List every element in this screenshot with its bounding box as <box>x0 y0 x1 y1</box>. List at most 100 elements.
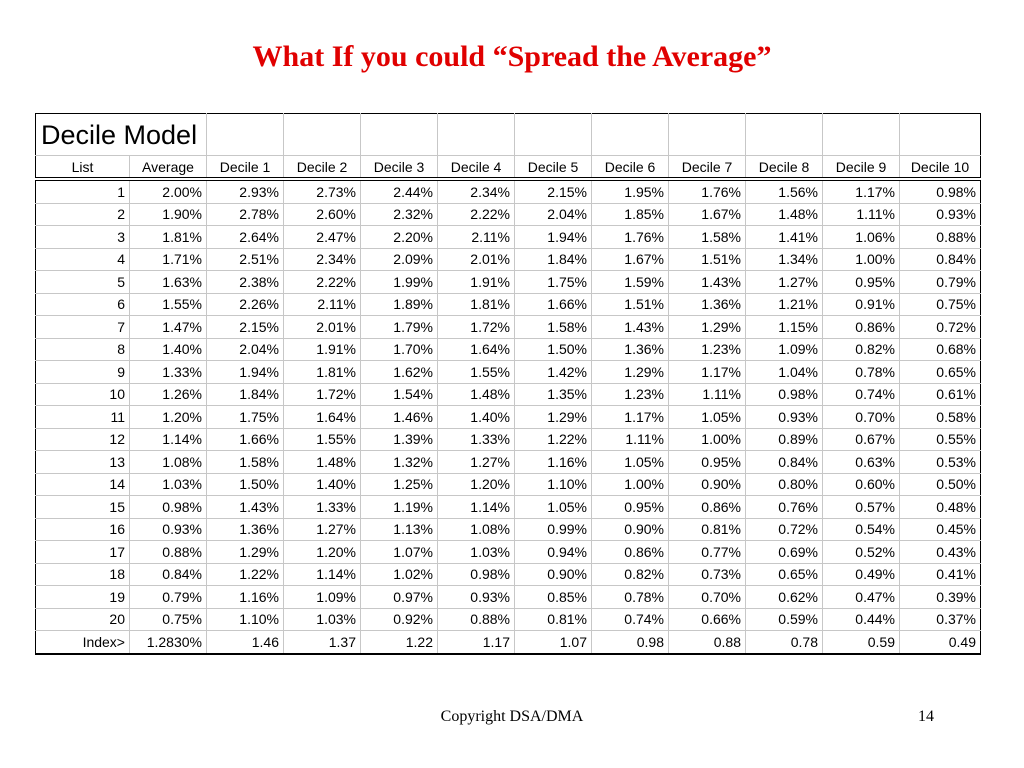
table-row: 20 0.75% 1.10% 1.03% 0.92% 0.88% 0.81% 0.74% 0.6… <box>35 607 981 631</box>
table-cell: 1.62% <box>360 360 438 384</box>
table-cell: 1.22% <box>514 427 592 451</box>
table-cell: 2.78% <box>206 202 284 226</box>
table-cell: 2.15% <box>206 315 284 339</box>
empty-cell <box>899 113 981 156</box>
table-cell: 1.51% <box>591 292 669 316</box>
table-row: 2 1.90% 2.78% 2.60% 2.32% 2.22% 2.04% 1.85% 1.67… <box>35 202 981 226</box>
column-header: Decile 2 <box>283 155 361 181</box>
table-row: 6 1.55% 2.26% 2.11% 1.89% 1.81% 1.66% 1.51% 1.36… <box>35 292 981 316</box>
table-row: 15 0.98% 1.43% 1.33% 1.19% 1.14% 1.05% 0.95% 0.8… <box>35 495 981 519</box>
table-cell: 1.22% <box>206 562 284 586</box>
empty-cell <box>437 113 515 156</box>
table-cell: 0.65% <box>899 360 981 384</box>
table-cell: 1.19% <box>360 495 438 519</box>
table-cell: 1.16% <box>514 450 592 474</box>
table-cell: 1.36% <box>668 292 746 316</box>
column-header: Decile 5 <box>514 155 592 181</box>
row-list-number: 4 <box>35 247 130 271</box>
table-cell: 0.41% <box>899 562 981 586</box>
table-cell: 0.72% <box>745 517 823 541</box>
table-cell: 0.75% <box>899 292 981 316</box>
table-cell: 0.97% <box>360 585 438 609</box>
table-cell: 0.91% <box>822 292 900 316</box>
table-cell: 2.22% <box>437 202 515 226</box>
table-cell: 1.95% <box>591 178 669 204</box>
table-cell: 0.76% <box>745 495 823 519</box>
table-cell: 1.23% <box>591 382 669 406</box>
table-cell: 1.43% <box>668 270 746 294</box>
table-cell: 0.65% <box>745 562 823 586</box>
table-cell: 0.88% <box>129 540 207 564</box>
table-row: 11 1.20% 1.75% 1.64% 1.46% 1.40% 1.29% 1.17% 1.0… <box>35 405 981 429</box>
table-cell: 2.32% <box>360 202 438 226</box>
table-cell: 2.22% <box>283 270 361 294</box>
table-cell: 1.20% <box>129 405 207 429</box>
table-cell: 0.93% <box>129 517 207 541</box>
table-cell: 2.26% <box>206 292 284 316</box>
table-cell: 1.03% <box>283 607 361 631</box>
table-cell: 1.20% <box>283 540 361 564</box>
table-cell: 0.93% <box>745 405 823 429</box>
index-cell: 1.37 <box>283 630 361 655</box>
index-cell: 1.2830% <box>129 630 207 655</box>
empty-cell <box>668 113 746 156</box>
table-cell: 1.35% <box>514 382 592 406</box>
table-cell: 1.75% <box>206 405 284 429</box>
table-cell: 0.69% <box>745 540 823 564</box>
table-cell: 0.57% <box>822 495 900 519</box>
table-cell: 0.90% <box>591 517 669 541</box>
table-cell: 0.84% <box>129 562 207 586</box>
table-cell: 1.66% <box>514 292 592 316</box>
row-list-number: 2 <box>35 202 130 226</box>
table-cell: 0.94% <box>514 540 592 564</box>
table-cell: 0.45% <box>899 517 981 541</box>
table-cell: 1.00% <box>591 472 669 496</box>
empty-cell <box>206 113 284 156</box>
table-cell: 1.04% <box>745 360 823 384</box>
table-cell: 0.60% <box>822 472 900 496</box>
table-cell: 2.04% <box>206 337 284 361</box>
table-cell: 0.49% <box>822 562 900 586</box>
row-list-number: 6 <box>35 292 130 316</box>
table-cell: 1.91% <box>283 337 361 361</box>
row-list-number: 14 <box>35 472 130 496</box>
table-cell: 0.80% <box>745 472 823 496</box>
index-cell: 0.78 <box>745 630 823 655</box>
table-cell: 1.54% <box>360 382 438 406</box>
table-cell: 1.10% <box>514 472 592 496</box>
table-cell: 1.94% <box>206 360 284 384</box>
table-cell: 1.33% <box>437 427 515 451</box>
table-cell: 2.38% <box>206 270 284 294</box>
row-list-number: 19 <box>35 585 130 609</box>
table-cell: 1.46% <box>360 405 438 429</box>
table-cell: 2.51% <box>206 247 284 271</box>
table-cell: 1.40% <box>129 337 207 361</box>
table-cell: 1.84% <box>206 382 284 406</box>
column-header: List <box>35 155 130 181</box>
table-cell: 0.54% <box>822 517 900 541</box>
table-cell: 1.51% <box>668 247 746 271</box>
table-cell: 0.39% <box>899 585 981 609</box>
empty-cell <box>822 113 900 156</box>
table-row: 10 1.26% 1.84% 1.72% 1.54% 1.48% 1.35% 1.23% 1.1… <box>35 382 981 406</box>
table-cell: 2.73% <box>283 178 361 204</box>
row-list-number: 20 <box>35 607 130 631</box>
table-cell: 0.93% <box>437 585 515 609</box>
column-header: Decile 10 <box>899 155 981 181</box>
table-cell: 0.77% <box>668 540 746 564</box>
table-cell: 1.16% <box>206 585 284 609</box>
table-cell: 1.00% <box>822 247 900 271</box>
table-cell: 0.48% <box>899 495 981 519</box>
row-list-number: 12 <box>35 427 130 451</box>
table-cell: 0.63% <box>822 450 900 474</box>
table-cell: 1.58% <box>668 225 746 249</box>
column-header: Decile 9 <box>822 155 900 181</box>
table-cell: 0.95% <box>668 450 746 474</box>
table-cell: 0.43% <box>899 540 981 564</box>
table-cell: 1.56% <box>745 178 823 204</box>
row-list-number: 16 <box>35 517 130 541</box>
table-cell: 1.90% <box>129 202 207 226</box>
table-cell: 0.68% <box>899 337 981 361</box>
table-cell: 1.27% <box>283 517 361 541</box>
page-number: 14 <box>918 708 934 725</box>
